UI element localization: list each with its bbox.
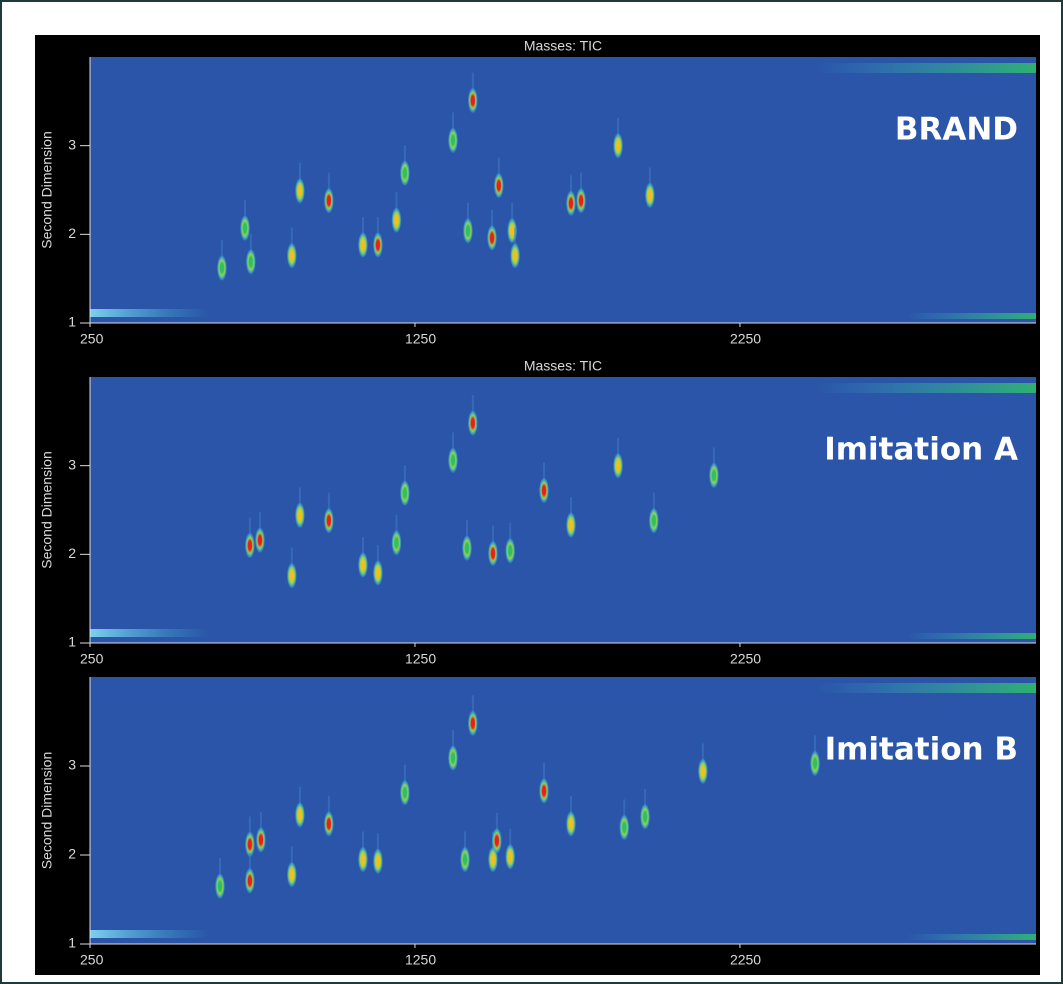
column-bleed bbox=[90, 309, 210, 317]
peak bbox=[619, 814, 630, 841]
peak bbox=[613, 452, 624, 479]
column-bleed bbox=[90, 629, 210, 637]
y-tick-label: 3 bbox=[68, 757, 76, 773]
peak bbox=[244, 867, 255, 894]
peak bbox=[462, 217, 473, 244]
peak bbox=[244, 831, 255, 858]
peak bbox=[708, 462, 719, 489]
peak bbox=[372, 231, 383, 258]
x-tick-label: 2250 bbox=[730, 952, 761, 968]
peak bbox=[240, 215, 251, 242]
x-tick-label: 1250 bbox=[405, 651, 436, 667]
panel-label: BRAND bbox=[895, 112, 1018, 148]
peak bbox=[399, 779, 410, 806]
peak bbox=[505, 843, 516, 870]
peak bbox=[576, 187, 587, 214]
peak bbox=[323, 187, 334, 214]
peak bbox=[357, 551, 368, 578]
peak bbox=[565, 512, 576, 539]
peak bbox=[538, 777, 549, 804]
column-bleed bbox=[906, 934, 1036, 940]
y-tick-label: 1 bbox=[68, 314, 76, 330]
peak bbox=[372, 559, 383, 586]
x-tick-label: 2250 bbox=[730, 651, 761, 667]
y-tick-label: 3 bbox=[68, 136, 76, 152]
x-tick-label: 250 bbox=[80, 952, 104, 968]
y-tick-label: 1 bbox=[68, 935, 76, 951]
y-tick-label: 2 bbox=[68, 545, 76, 561]
peak bbox=[447, 447, 458, 474]
x-tick-label: 1250 bbox=[405, 952, 436, 968]
peak bbox=[286, 242, 297, 269]
column-bleed bbox=[906, 633, 1036, 639]
peak bbox=[357, 846, 368, 873]
y-axis-label: Second Dimension bbox=[39, 131, 55, 249]
y-tick-label: 1 bbox=[68, 634, 76, 650]
column-bleed bbox=[90, 930, 210, 938]
column-bleed bbox=[816, 683, 1036, 693]
peak bbox=[245, 248, 256, 275]
peak bbox=[399, 160, 410, 187]
peak bbox=[286, 562, 297, 589]
peak bbox=[254, 527, 265, 554]
peak bbox=[391, 207, 402, 234]
y-axis-label: Second Dimension bbox=[39, 752, 55, 870]
peak bbox=[294, 502, 305, 529]
column-bleed bbox=[816, 383, 1036, 393]
peak bbox=[467, 710, 478, 737]
x-tick-label: 1250 bbox=[405, 331, 436, 347]
y-tick-label: 2 bbox=[68, 225, 76, 241]
peak bbox=[467, 87, 478, 114]
peak bbox=[447, 744, 458, 771]
peak bbox=[640, 803, 651, 830]
peak bbox=[372, 848, 383, 875]
plot-area bbox=[90, 377, 1036, 643]
peak bbox=[294, 177, 305, 204]
peak bbox=[810, 750, 821, 777]
peak bbox=[255, 826, 266, 853]
x-tick-label: 250 bbox=[80, 331, 104, 347]
peak bbox=[613, 132, 624, 159]
plot-area bbox=[90, 677, 1036, 944]
panel-label: Imitation A bbox=[824, 432, 1018, 468]
peak bbox=[286, 861, 297, 888]
peak bbox=[505, 537, 516, 564]
y-tick-label: 2 bbox=[68, 846, 76, 862]
peak bbox=[461, 535, 472, 562]
panel-title: Masses: TIC bbox=[524, 38, 602, 54]
peak bbox=[323, 810, 334, 837]
peak bbox=[487, 540, 498, 567]
peak bbox=[357, 231, 368, 258]
plot-area bbox=[90, 57, 1036, 323]
y-axis-label: Second Dimension bbox=[39, 451, 55, 569]
peak bbox=[510, 242, 521, 269]
x-tick-label: 250 bbox=[80, 651, 104, 667]
peak bbox=[697, 758, 708, 785]
peak bbox=[491, 827, 502, 854]
x-tick-label: 2250 bbox=[730, 331, 761, 347]
column-bleed bbox=[906, 313, 1036, 319]
peak bbox=[565, 810, 576, 837]
peak bbox=[391, 529, 402, 556]
peak bbox=[244, 532, 255, 559]
y-tick-label: 3 bbox=[68, 456, 76, 472]
panel-title: Masses: TIC bbox=[524, 358, 602, 374]
peak bbox=[216, 255, 227, 282]
peak bbox=[538, 477, 549, 504]
panel-label: Imitation B bbox=[825, 732, 1018, 768]
peak bbox=[214, 873, 225, 900]
peak bbox=[460, 846, 471, 873]
column-bleed bbox=[816, 63, 1036, 73]
peak bbox=[493, 172, 504, 199]
peak bbox=[644, 182, 655, 209]
peak bbox=[486, 224, 497, 251]
peak bbox=[399, 480, 410, 507]
peak bbox=[294, 801, 305, 828]
peak bbox=[648, 507, 659, 534]
peak bbox=[565, 190, 576, 217]
peak bbox=[323, 507, 334, 534]
peak bbox=[467, 410, 478, 437]
peak bbox=[447, 127, 458, 154]
